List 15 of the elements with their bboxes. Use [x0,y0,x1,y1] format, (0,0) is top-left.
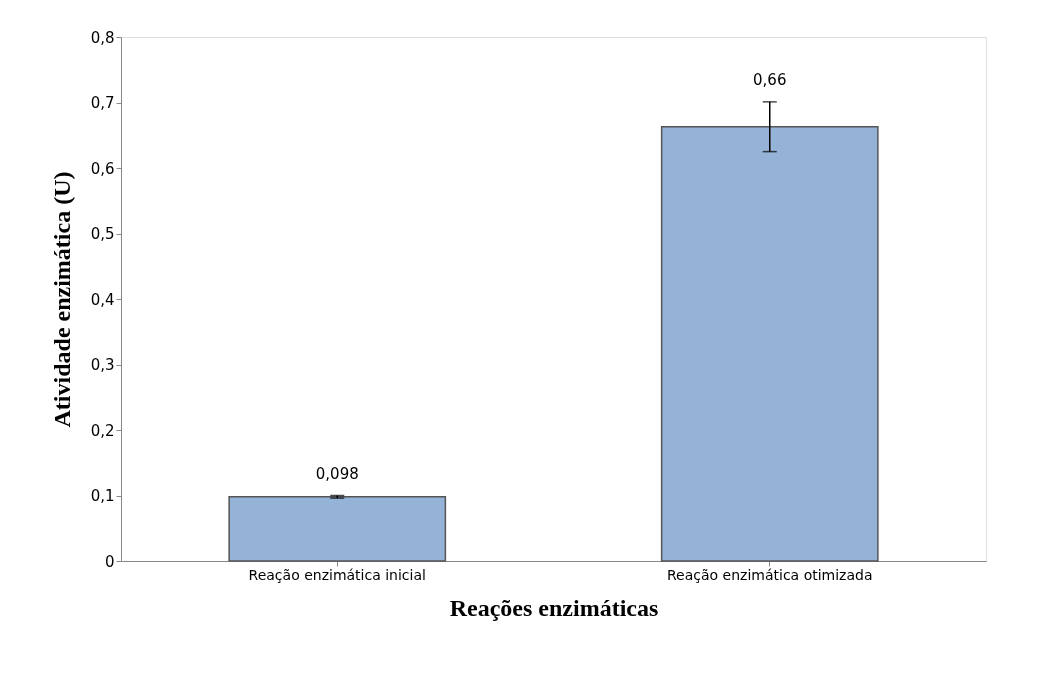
y-tick-label: 0,6 [90,159,115,178]
y-axis-title: Atividade enzimática (U) [48,171,75,428]
y-tick-label: 0,3 [90,356,115,374]
y-tick-label: 0,7 [90,94,115,112]
y-tick-label: 0,5 [90,225,115,243]
data-label: 0,098 [315,464,359,483]
y-tick-label: 0 [104,552,115,571]
x-tick-label: Reação enzimática otimizada [667,566,873,583]
data-label: 0,66 [753,70,787,89]
y-tick-label: 0,2 [90,421,115,440]
x-axis-title: Reações enzimáticas [449,594,659,621]
y-tick-label: 0,8 [90,28,115,47]
y-tick-label: 0,1 [90,487,115,505]
x-tick-label: Reação enzimática inicial [248,566,426,583]
y-tick-label: 0,4 [90,290,115,309]
